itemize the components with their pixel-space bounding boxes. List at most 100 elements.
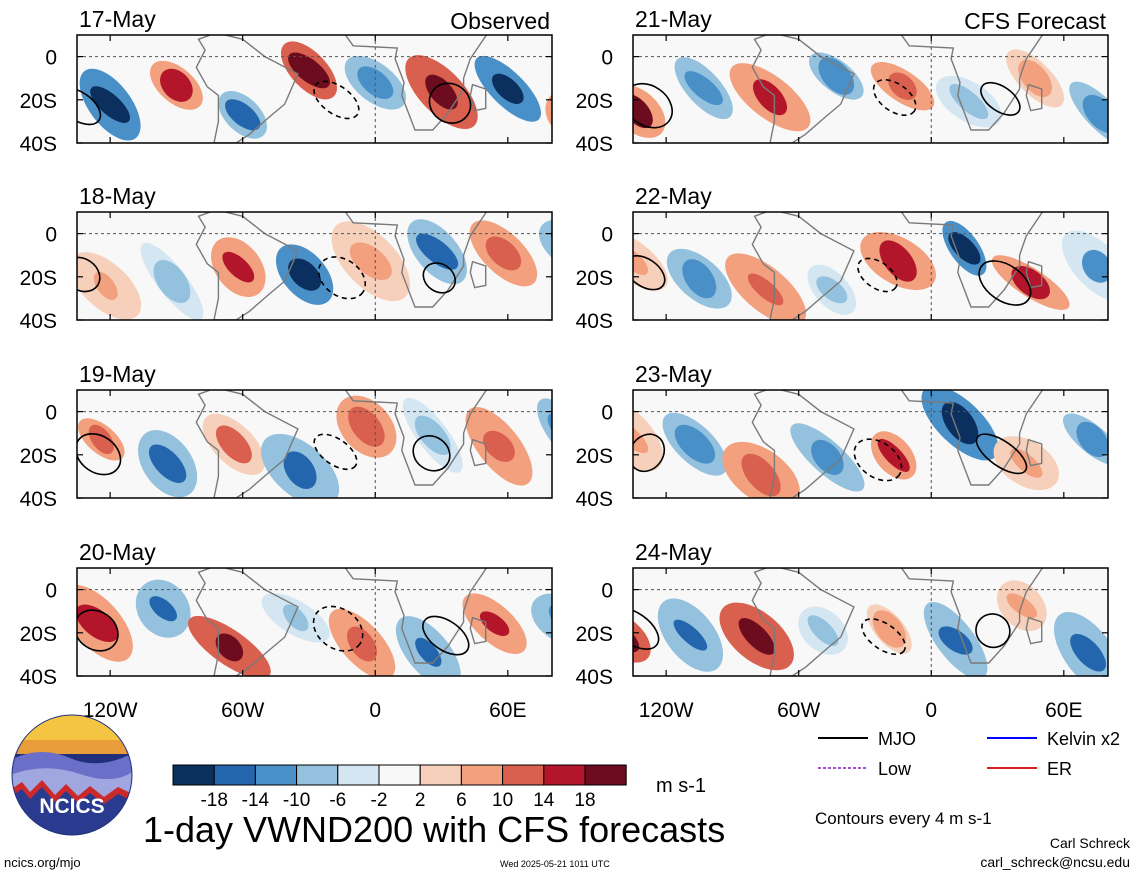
colorbar-swatch [502, 764, 545, 786]
field-core [491, 73, 524, 104]
unit-label: m s-1 [656, 775, 706, 797]
coastline [1025, 616, 1043, 645]
ncics-logo: NCICS [11, 714, 133, 836]
field-core [90, 86, 131, 123]
colorbar-tick-label: 6 [456, 790, 467, 811]
mjo-contour [978, 260, 1032, 306]
coastline [900, 568, 1044, 664]
panel-19-may: 0 20S 40S 19-May [0, 361, 553, 514]
mjo-contour [313, 433, 358, 471]
colorbar-swatch [296, 764, 339, 786]
y-tick-label: 40S [20, 310, 57, 333]
panel-frame [76, 34, 553, 144]
mjo-contour [412, 435, 451, 472]
y-tick-label: 0 [45, 402, 57, 425]
colorbar: -18 -14 -10 -6 -2 2 6 10 14 18 [172, 764, 627, 811]
anomaly-field [633, 390, 1108, 498]
anomaly-field [633, 212, 1135, 321]
mjo-contour [980, 81, 1021, 116]
footer-email: carl_schreck@ncsu.edu [980, 854, 1130, 870]
column-label: Observed [450, 8, 550, 34]
coastline [469, 83, 487, 112]
y-tick-label: 40S [20, 133, 57, 156]
field-core [752, 79, 788, 116]
field-core [948, 231, 981, 265]
y-tick-label: 20S [20, 445, 57, 468]
field-blob [0, 435, 9, 514]
colorbar-tick-label: 18 [574, 790, 595, 811]
field-core [872, 610, 906, 648]
field-core [938, 626, 973, 655]
field-core [738, 618, 775, 655]
y-tick-label: 40S [20, 666, 57, 689]
colorbar-tick-label: -10 [283, 790, 310, 811]
coastline [469, 616, 487, 645]
mjo-contour [872, 78, 917, 117]
field-core [684, 71, 723, 106]
y-tick-label: 40S [576, 666, 613, 689]
field-core [1131, 596, 1135, 644]
legend-label: Low [878, 759, 912, 779]
x-tick-label: 60W [777, 699, 820, 722]
y-tick-label: 20S [576, 445, 613, 468]
mjo-contour [857, 257, 898, 293]
x-tick-label: 0 [369, 699, 381, 722]
y-tick-label: 0 [601, 224, 613, 247]
field-core [673, 619, 708, 651]
y-tick-label: 20S [20, 267, 57, 290]
mjo-contour [317, 256, 367, 300]
colorbar-swatch [419, 764, 462, 786]
colorbar-swatch [172, 764, 215, 786]
mjo-contour [77, 87, 102, 126]
colorbar-tick-label: 14 [533, 790, 555, 811]
field-core [357, 66, 394, 100]
field-core [215, 633, 244, 662]
y-tick-label: 40S [576, 133, 613, 156]
field-core [479, 611, 510, 636]
field-core [879, 240, 917, 282]
coastline [344, 212, 488, 308]
field-core [674, 424, 716, 464]
panel-date-label: 22-May [635, 183, 712, 209]
panel-date-label: 23-May [635, 361, 712, 387]
anomaly-field [633, 568, 1135, 676]
panel-frame [632, 389, 1109, 499]
panel-frame [632, 567, 1109, 677]
anomaly-field [0, 390, 552, 514]
field-core [148, 444, 187, 483]
mjo-contour [428, 82, 472, 124]
anomaly-field [77, 568, 552, 676]
x-tick-label: 120W [639, 699, 694, 722]
field-core [811, 439, 844, 476]
coastline [900, 35, 1044, 131]
field-core [282, 604, 309, 632]
x-tick-label: 60E [489, 699, 526, 722]
panel-17-may: 0 20S 40S 17-May Observed [20, 6, 553, 156]
field-core [149, 596, 178, 622]
contour-legend: MJO Kelvin x2 Low ER [818, 729, 1120, 779]
field-core [818, 57, 855, 95]
x-tick-label: 0 [925, 699, 937, 722]
colorbar-swatch [213, 764, 256, 786]
mjo-contour [313, 80, 360, 120]
colorbar-tick-label: 10 [492, 790, 513, 811]
field-core [153, 259, 191, 304]
y-tick-label: 20S [20, 90, 57, 113]
field-core [1082, 94, 1108, 134]
coastline [344, 568, 488, 664]
chart-title: 1-day VWND200 with CFS forecasts [143, 809, 725, 850]
colorbar-swatch [460, 764, 504, 786]
field-blob [633, 400, 663, 472]
mjo-contour [633, 82, 673, 129]
field-core [77, 604, 119, 643]
field-blob [1123, 245, 1135, 321]
coastline [900, 390, 1044, 486]
panel-date-label: 24-May [635, 539, 712, 565]
coastline [1025, 438, 1043, 467]
mjo-contour [861, 618, 907, 656]
panels-group: 0 20S 40S 17-May Observed 0 20S 40S 18-May 0 20S 40… [0, 6, 1135, 689]
field-core [485, 236, 522, 271]
field-core [222, 251, 255, 283]
panel-20-may: 0 20S 40S 20-May [20, 539, 553, 689]
